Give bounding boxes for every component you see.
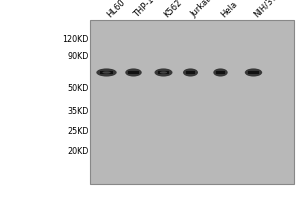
Text: HL60: HL60 (105, 0, 127, 19)
Text: 35KD: 35KD (67, 107, 88, 116)
Text: 50KD: 50KD (67, 84, 88, 93)
Text: 120KD: 120KD (62, 35, 88, 44)
Text: Hela: Hela (219, 0, 239, 19)
Text: Jurkat: Jurkat (189, 0, 213, 19)
Text: 25KD: 25KD (67, 127, 88, 136)
Text: THP-1: THP-1 (132, 0, 156, 19)
Text: 20KD: 20KD (67, 147, 88, 156)
Text: 90KD: 90KD (67, 52, 88, 61)
Text: K562: K562 (162, 0, 184, 19)
Text: NIH/3T3: NIH/3T3 (252, 0, 282, 19)
